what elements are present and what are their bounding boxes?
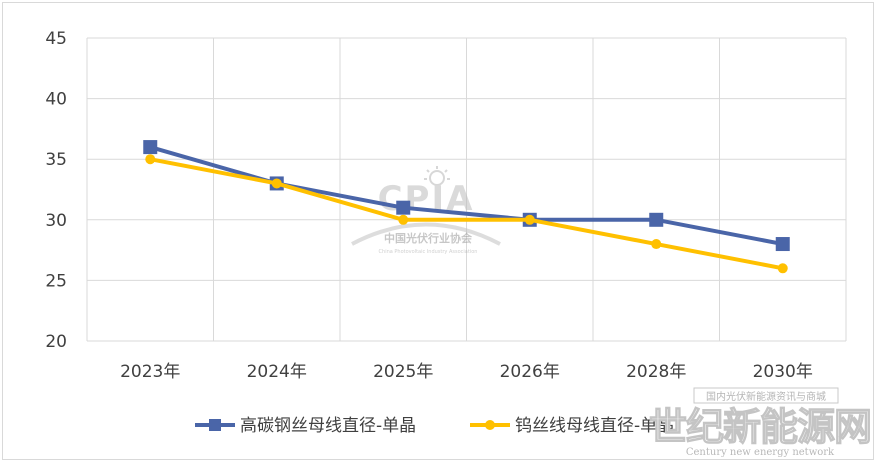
cpia-org-cn: 中国光伏行业协会 — [384, 231, 473, 245]
sun-icon — [424, 166, 450, 186]
data-point — [396, 200, 411, 215]
series-layer — [143, 140, 790, 274]
y-axis: 20 25 30 35 40 45 — [45, 29, 67, 352]
x-tick-label: 2025年 — [373, 362, 433, 382]
y-tick-label: 45 — [45, 29, 67, 49]
data-point — [775, 237, 790, 252]
brand-watermark: 国内光伏新能源资讯与商城 世纪新能源网 Century new energy n… — [648, 387, 873, 458]
brand-tag: 国内光伏新能源资讯与商城 — [706, 390, 826, 403]
series-2 — [145, 154, 788, 274]
legend-marker — [209, 419, 221, 431]
legend-label: 高碳钢丝母线直径-单晶 — [240, 416, 416, 436]
x-tick-label: 2023年 — [120, 362, 180, 382]
cpia-org-en: China Photovoltaic Industry Association — [379, 249, 478, 255]
x-axis: 2023年 2024年 2025年 2026年 2028年 2030年 — [120, 362, 813, 382]
y-tick-label: 25 — [45, 271, 67, 291]
data-point — [649, 212, 664, 227]
x-tick-label: 2030年 — [753, 362, 813, 382]
legend: 高碳钢丝母线直径-单晶 钨丝线母线直径-单晶 — [195, 416, 674, 436]
data-point — [651, 239, 662, 250]
legend-item-1: 高碳钢丝母线直径-单晶 — [195, 416, 416, 436]
series-line — [148, 157, 785, 271]
data-point — [398, 214, 409, 225]
brand-cn: 世纪新能源网 — [649, 405, 871, 449]
data-point — [145, 154, 156, 165]
cpia-arc — [351, 222, 501, 246]
legend-label: 钨丝线母线直径-单晶 — [515, 416, 674, 436]
y-tick-label: 30 — [45, 211, 67, 231]
x-tick-label: 2028年 — [626, 362, 686, 382]
data-point — [524, 214, 535, 225]
y-tick-label: 35 — [45, 150, 67, 170]
data-point — [143, 140, 158, 155]
y-tick-label: 20 — [45, 332, 67, 352]
brand-en: Century new energy network — [686, 447, 835, 458]
y-tick-label: 40 — [45, 90, 67, 110]
brand-tag-box — [693, 387, 839, 404]
grid-lines — [86, 37, 847, 342]
data-point — [777, 263, 788, 274]
x-tick-label: 2026年 — [500, 362, 560, 382]
legend-item-2: 钨丝线母线直径-单晶 — [470, 416, 674, 436]
data-point — [271, 178, 282, 189]
legend-marker — [485, 420, 495, 430]
x-tick-label: 2024年 — [247, 362, 307, 382]
